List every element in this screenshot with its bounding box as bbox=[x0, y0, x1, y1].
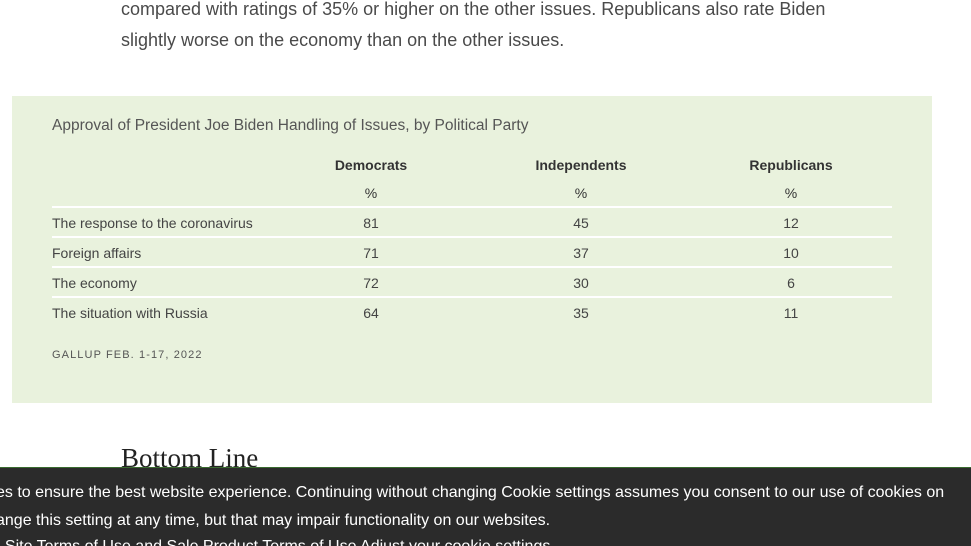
table-divider bbox=[52, 266, 892, 268]
source-note: GALLUP FEB. 1-17, 2022 bbox=[52, 349, 203, 361]
cell-democrats: 72 bbox=[363, 275, 379, 291]
column-unit-republicans: % bbox=[784, 185, 798, 201]
row-label: The economy bbox=[52, 275, 137, 291]
row-label: Foreign affairs bbox=[52, 245, 142, 261]
article-paragraph: compared with ratings of 35% or higher o… bbox=[121, 0, 841, 56]
table-title: Approval of President Joe Biden Handling… bbox=[52, 117, 529, 134]
table-divider bbox=[52, 296, 892, 298]
cell-independents: 37 bbox=[573, 245, 589, 261]
cell-independents: 45 bbox=[573, 215, 589, 231]
cookie-message-line-1: es to ensure the best website experience… bbox=[0, 484, 945, 501]
table-divider bbox=[52, 206, 892, 208]
cell-democrats: 71 bbox=[363, 245, 379, 261]
cell-republicans: 6 bbox=[787, 275, 795, 291]
row-label: The situation with Russia bbox=[52, 305, 208, 321]
cookie-links-row: . Site Terms of Use and Sale Product Ter… bbox=[0, 538, 550, 546]
cell-democrats: 64 bbox=[363, 305, 379, 321]
cookie-consent-banner: es to ensure the best website experience… bbox=[0, 467, 971, 546]
column-unit-democrats: % bbox=[364, 185, 378, 201]
product-terms-link[interactable]: Product Terms of Use bbox=[203, 538, 357, 546]
row-label: The response to the coronavirus bbox=[52, 215, 253, 231]
cell-independents: 35 bbox=[573, 305, 589, 321]
cell-republicans: 10 bbox=[783, 245, 799, 261]
article-line-1: compared with ratings of 35% or higher o… bbox=[121, 0, 826, 19]
cookie-links-prefix: . bbox=[0, 538, 5, 546]
cell-republicans: 12 bbox=[783, 215, 799, 231]
approval-table-panel: Approval of President Joe Biden Handling… bbox=[12, 96, 932, 403]
adjust-cookie-settings-link[interactable]: Adjust your cookie settings bbox=[360, 538, 550, 546]
site-terms-link[interactable]: Site Terms of Use and Sale bbox=[5, 538, 199, 546]
column-header-democrats: Democrats bbox=[334, 157, 408, 173]
table-divider bbox=[52, 236, 892, 238]
column-unit-independents: % bbox=[574, 185, 588, 201]
column-header-independents: Independents bbox=[535, 157, 627, 173]
cookie-message-line-2: ange this setting at any time, but that … bbox=[0, 512, 551, 529]
column-header-republicans: Republicans bbox=[749, 157, 833, 173]
cell-republicans: 11 bbox=[783, 305, 799, 321]
article-line-2: slightly worse on the economy than on th… bbox=[121, 30, 565, 50]
cell-independents: 30 bbox=[573, 275, 589, 291]
cell-democrats: 81 bbox=[363, 215, 379, 231]
